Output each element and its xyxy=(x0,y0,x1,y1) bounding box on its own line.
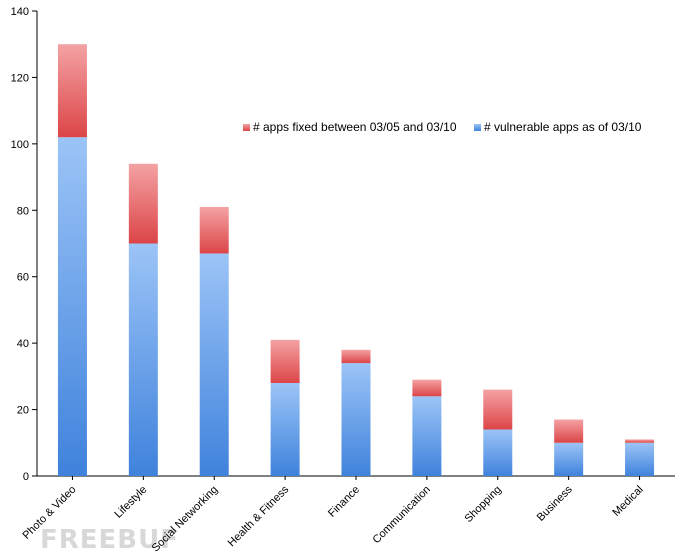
x-category-label: Social Networking xyxy=(150,484,221,555)
bar-segment xyxy=(270,383,300,476)
x-category-label: Medical xyxy=(610,484,645,519)
bar-segment xyxy=(412,396,442,476)
y-tick-label: 0 xyxy=(23,471,29,483)
x-category-label: Lifestyle xyxy=(112,484,149,521)
legend-label: # apps fixed between 03/05 and 03/10 xyxy=(253,120,457,134)
y-tick-label: 20 xyxy=(17,405,29,417)
bar-segment xyxy=(341,349,371,364)
bar-segment xyxy=(625,442,655,476)
bars-group xyxy=(57,44,655,476)
y-tick-label: 40 xyxy=(17,338,29,350)
bar-segment xyxy=(128,163,158,244)
y-tick-label: 140 xyxy=(11,6,29,18)
bar-segment xyxy=(57,44,87,138)
x-category-label: Business xyxy=(535,483,575,523)
y-tick-label: 100 xyxy=(11,139,29,151)
bar-segment xyxy=(412,379,442,397)
bar-segment xyxy=(341,363,371,476)
y-tick-label: 60 xyxy=(17,272,29,284)
y-tick-label: 80 xyxy=(17,205,29,217)
x-category-label: Communication xyxy=(370,484,433,547)
legend-swatch xyxy=(243,124,250,131)
bar-segment xyxy=(554,442,584,476)
bar-segment xyxy=(554,419,584,443)
bar-segment xyxy=(483,389,513,430)
y-tick-label: 120 xyxy=(11,72,29,84)
bar-segment xyxy=(625,439,655,443)
bar-segment xyxy=(128,243,158,476)
bar-segment xyxy=(199,253,229,476)
legend-swatch xyxy=(474,124,481,131)
x-category-label: Shopping xyxy=(463,484,504,525)
legend-label: # vulnerable apps as of 03/10 xyxy=(484,120,642,134)
bar-segment xyxy=(270,339,300,383)
bar-segment xyxy=(199,206,229,254)
x-category-label: Finance xyxy=(326,484,362,520)
bar-segment xyxy=(57,137,87,476)
watermark-text: FREEBUF xyxy=(40,525,179,555)
legend: # apps fixed between 03/05 and 03/10 # vu… xyxy=(243,120,642,134)
x-category-label: Health & Fitness xyxy=(226,483,292,549)
bar-segment xyxy=(483,429,513,476)
